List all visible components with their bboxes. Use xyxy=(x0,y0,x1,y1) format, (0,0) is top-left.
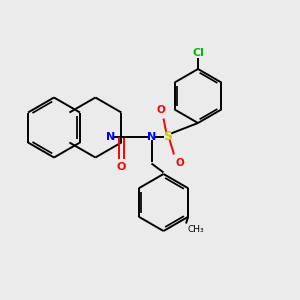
Text: O: O xyxy=(117,161,126,172)
Text: O: O xyxy=(176,158,184,168)
Text: N: N xyxy=(106,131,115,142)
Text: N: N xyxy=(147,131,156,142)
Text: S: S xyxy=(164,130,172,143)
Text: O: O xyxy=(156,105,165,116)
Text: CH₃: CH₃ xyxy=(188,225,204,234)
Text: Cl: Cl xyxy=(192,48,204,58)
